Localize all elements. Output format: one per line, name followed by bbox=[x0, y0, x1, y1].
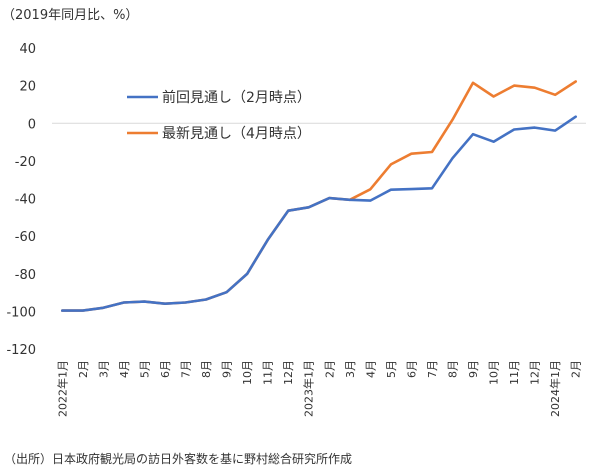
y-tick-label: -100 bbox=[6, 305, 36, 320]
y-tick-label: 0 bbox=[28, 117, 36, 132]
x-tick-label: 12月 bbox=[529, 360, 542, 385]
x-tick-label: 3月 bbox=[97, 360, 110, 378]
x-tick-label: 4月 bbox=[118, 360, 131, 378]
x-tick-label: 10月 bbox=[488, 360, 501, 385]
x-tick-label: 9月 bbox=[467, 360, 480, 378]
y-tick-label: 40 bbox=[19, 42, 36, 57]
x-tick-label: 7月 bbox=[180, 360, 193, 378]
y-tick-label: -80 bbox=[15, 268, 36, 283]
x-tick-label: 5月 bbox=[138, 360, 151, 378]
y-tick-label: -20 bbox=[15, 155, 36, 170]
y-tick-label: -40 bbox=[15, 193, 36, 208]
source-note: （出所）日本政府観光局の訪日外客数を基に野村総合研究所作成 bbox=[4, 451, 352, 466]
x-tick-label: 4月 bbox=[364, 360, 377, 378]
x-tick-label: 11月 bbox=[262, 360, 275, 385]
x-tick-label: 3月 bbox=[344, 360, 357, 378]
x-tick-label: 2月 bbox=[570, 360, 583, 378]
x-tick-label: 11月 bbox=[508, 360, 521, 385]
legend-label: 前回見通し（2月時点） bbox=[162, 89, 311, 106]
y-tick-label: 20 bbox=[19, 80, 36, 95]
series-line-0 bbox=[60, 115, 578, 312]
legend: 前回見通し（2月時点） 最新見通し（4月時点） bbox=[127, 89, 311, 142]
x-tick-label: 9月 bbox=[221, 360, 234, 378]
x-tick-label: 8月 bbox=[447, 360, 460, 378]
x-tick-label: 2月 bbox=[323, 360, 336, 378]
y-unit-label: （2019年同月比、%） bbox=[2, 8, 138, 23]
x-tick-label: 6月 bbox=[159, 360, 172, 378]
x-tick-label: 2023年1月 bbox=[302, 360, 316, 417]
x-tick-label: 5月 bbox=[385, 360, 398, 378]
x-axis: 2022年1月 2月 3月 4月 5月 6月 7月 8月 9月 10月 11月 12月 2023年1月 2… bbox=[52, 122, 586, 417]
x-tick-label: 2022年1月 bbox=[55, 360, 69, 417]
x-tick-label: 10月 bbox=[241, 360, 254, 385]
x-tick-label: 2024年1月 bbox=[548, 360, 562, 417]
y-axis: 40 20 0 -20 -40 -60 -80 -100 -120 bbox=[6, 42, 36, 358]
series-layer bbox=[60, 80, 578, 312]
x-tick-label: 8月 bbox=[200, 360, 213, 378]
series-line-1 bbox=[60, 80, 578, 312]
x-tick-label: 2月 bbox=[77, 360, 90, 378]
legend-label: 最新見通し（4月時点） bbox=[162, 126, 311, 142]
y-tick-label: -60 bbox=[15, 230, 36, 245]
y-tick-label: -120 bbox=[6, 343, 36, 358]
x-tick-label: 12月 bbox=[282, 360, 295, 385]
x-tick-label: 6月 bbox=[405, 360, 418, 378]
x-tick-label: 7月 bbox=[426, 360, 439, 378]
